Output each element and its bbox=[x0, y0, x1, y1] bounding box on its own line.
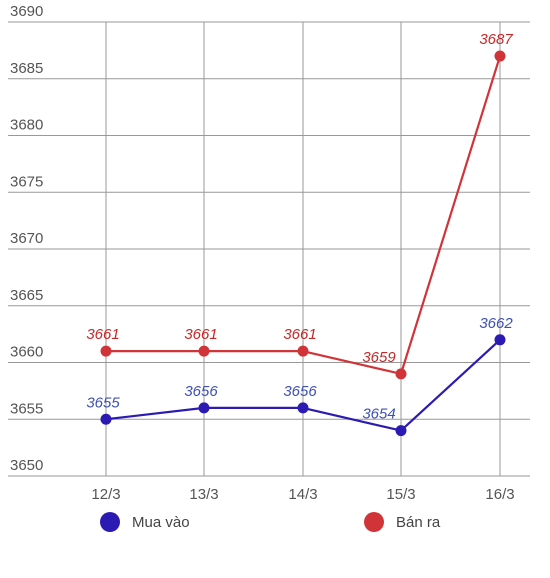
data-point bbox=[297, 345, 309, 357]
y-tick-label: 3655 bbox=[10, 400, 43, 417]
data-point bbox=[395, 425, 407, 437]
data-point bbox=[494, 334, 506, 346]
data-label: 3655 bbox=[86, 394, 120, 411]
y-tick-label: 3680 bbox=[10, 117, 43, 134]
legend-marker-sell bbox=[364, 512, 384, 532]
legend-label-sell: Bán ra bbox=[396, 513, 441, 531]
x-tick-label: 16/3 bbox=[485, 486, 514, 503]
legend-item-sell[interactable]: Bán ra bbox=[364, 512, 440, 532]
legend-marker-buy bbox=[100, 512, 120, 532]
data-label: 3656 bbox=[184, 383, 218, 400]
legend-item-buy[interactable]: Mua vào bbox=[100, 512, 190, 532]
chart-grid bbox=[8, 21, 530, 477]
data-label: 3662 bbox=[479, 315, 513, 332]
y-tick-label: 3690 bbox=[10, 3, 43, 20]
data-label: 3656 bbox=[283, 383, 317, 400]
data-label: 3661 bbox=[86, 326, 119, 343]
data-label: 3687 bbox=[479, 31, 513, 48]
y-tick-label: 3675 bbox=[10, 173, 43, 190]
legend-label-buy: Mua vào bbox=[132, 513, 190, 531]
x-axis: 12/3 13/3 14/3 15/3 16/3 bbox=[91, 486, 514, 503]
data-point bbox=[198, 402, 210, 414]
x-tick-label: 13/3 bbox=[189, 486, 218, 503]
data-label: 3661 bbox=[184, 326, 217, 343]
y-tick-label: 3665 bbox=[10, 287, 43, 304]
data-point bbox=[100, 345, 112, 357]
x-tick-label: 15/3 bbox=[386, 486, 415, 503]
x-tick-label: 12/3 bbox=[91, 486, 120, 503]
data-point bbox=[297, 402, 309, 414]
y-tick-label: 3650 bbox=[10, 457, 43, 474]
data-point bbox=[198, 345, 210, 357]
y-tick-label: 3660 bbox=[10, 344, 43, 361]
y-tick-label: 3670 bbox=[10, 230, 43, 247]
data-point bbox=[494, 50, 506, 62]
y-axis: 3650 3655 3660 3665 3670 3675 3680 3685 3690 bbox=[10, 3, 43, 474]
chart-series: 3655 3656 3656 3654 3662 3661 3661 3661 3659 3687 bbox=[86, 31, 513, 437]
y-tick-label: 3685 bbox=[10, 60, 43, 77]
data-label: 3654 bbox=[362, 406, 395, 423]
data-point bbox=[100, 413, 112, 425]
data-point bbox=[395, 368, 407, 380]
data-label: 3659 bbox=[362, 349, 396, 366]
x-tick-label: 14/3 bbox=[288, 486, 317, 503]
data-label: 3661 bbox=[283, 326, 316, 343]
